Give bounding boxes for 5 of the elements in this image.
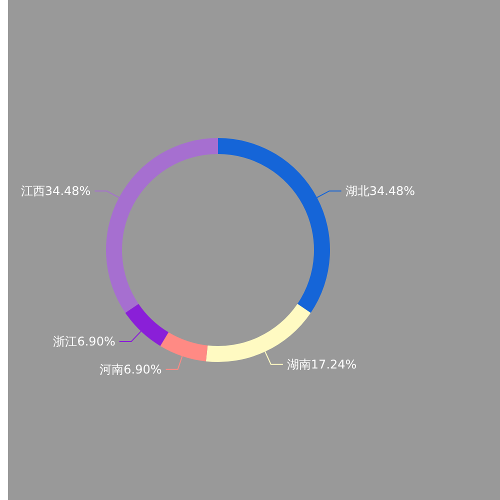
slice-label: 浙江6.90%: [53, 334, 116, 349]
slice-label: 河南6.90%: [100, 362, 162, 377]
slice-label: 湖南17.24%: [286, 358, 357, 372]
slice-label: 江西34.48%: [20, 184, 91, 198]
slice-label: 湖北34.48%: [345, 184, 416, 198]
